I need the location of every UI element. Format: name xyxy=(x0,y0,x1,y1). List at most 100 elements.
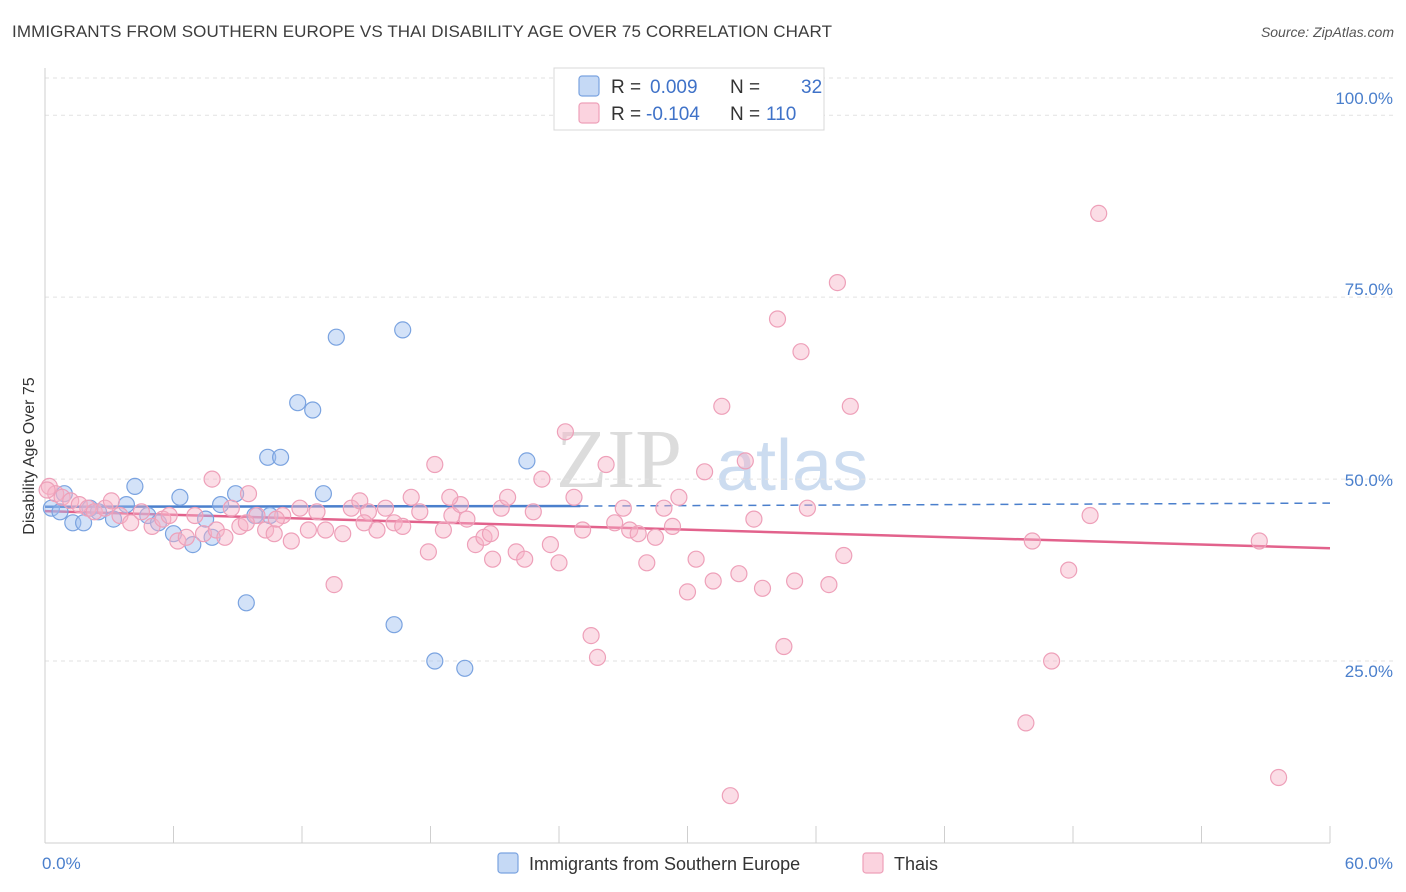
point-immigrants xyxy=(314,485,332,503)
point-thais xyxy=(216,528,234,546)
point-thais xyxy=(291,499,309,517)
point-immigrants xyxy=(304,401,322,419)
point-thais xyxy=(597,455,615,474)
point-thais xyxy=(102,492,121,510)
point-thais xyxy=(62,492,80,510)
point-thais xyxy=(588,648,607,667)
y-tick-label-100: 100.0% xyxy=(1335,89,1393,108)
point-thais xyxy=(687,550,705,568)
point-thais xyxy=(177,528,195,546)
point-immigrants xyxy=(385,616,403,634)
point-thais xyxy=(325,575,343,594)
legend-r-label-1: R = xyxy=(611,77,641,98)
y-tick-label-50: 50.0% xyxy=(1345,471,1393,490)
point-thais xyxy=(481,525,500,543)
point-immigrants xyxy=(327,328,345,346)
point-thais xyxy=(122,514,140,532)
point-thais xyxy=(458,510,476,528)
point-thais xyxy=(745,510,763,528)
point-thais xyxy=(582,626,600,645)
legend-bottom-label-thais: Thais xyxy=(894,854,938,874)
legend-bottom: Immigrants from Southern Europe Thais xyxy=(497,852,938,874)
legend-bottom-label-immigrants: Immigrants from Southern Europe xyxy=(529,854,800,874)
point-thais xyxy=(441,488,459,506)
point-thais xyxy=(419,543,437,561)
legend-n-label-1: N = xyxy=(730,77,760,98)
point-thais xyxy=(317,521,335,539)
point-thais xyxy=(533,470,551,488)
point-immigrants xyxy=(259,448,277,466)
point-thais xyxy=(730,565,748,583)
point-thais xyxy=(70,496,88,514)
point-thais xyxy=(492,499,510,517)
trend-line-thais xyxy=(44,509,1331,550)
point-thais xyxy=(646,528,665,546)
source-credit: Source: ZipAtlas.com xyxy=(1260,24,1394,40)
point-thais xyxy=(704,572,722,590)
watermark-atlas: atlas xyxy=(716,426,868,506)
point-immigrants xyxy=(289,394,307,412)
x-tick-label-max: 60.0% xyxy=(1345,854,1393,873)
point-thais xyxy=(565,488,583,506)
point-thais xyxy=(499,488,517,506)
point-thais xyxy=(426,455,444,474)
point-thais xyxy=(376,499,395,517)
point-immigrants xyxy=(237,594,255,612)
point-thais xyxy=(678,583,697,601)
point-thais xyxy=(775,637,793,656)
point-thais xyxy=(516,550,534,568)
point-thais xyxy=(629,525,647,543)
legend-bottom-swatch-immigrants xyxy=(497,852,519,874)
point-thais xyxy=(1081,506,1099,525)
point-immigrants xyxy=(212,496,230,514)
point-thais xyxy=(753,579,772,597)
point-thais xyxy=(1269,768,1288,787)
point-thais xyxy=(541,535,560,554)
point-thais xyxy=(550,554,568,572)
point-thais xyxy=(1090,204,1108,222)
point-thais xyxy=(194,525,213,543)
point-thais xyxy=(222,499,240,517)
point-thais xyxy=(239,485,258,503)
point-thais xyxy=(132,503,150,521)
point-thais xyxy=(835,546,853,565)
legend-n-value-1: 32 xyxy=(801,77,822,98)
point-thais xyxy=(841,397,859,415)
legend-n-label-2: N = xyxy=(730,104,760,125)
grid-lines xyxy=(45,77,1393,662)
point-thais xyxy=(355,514,373,532)
point-thais xyxy=(237,514,255,532)
point-thais xyxy=(606,514,624,532)
point-thais xyxy=(792,343,810,361)
point-thais xyxy=(38,481,56,499)
point-thais xyxy=(1250,532,1268,550)
point-thais xyxy=(484,550,502,568)
point-thais xyxy=(695,463,714,481)
legend-r-label-2: R = xyxy=(611,104,641,125)
point-thais xyxy=(359,503,377,521)
point-thais xyxy=(614,499,632,517)
point-thais xyxy=(334,525,352,543)
point-thais xyxy=(524,503,542,521)
legend-top: R = 0.009 N = 32 R = -0.104 N = 110 xyxy=(553,67,825,131)
legend-swatch-immigrants xyxy=(578,75,600,97)
y-tick-label-75: 75.0% xyxy=(1345,280,1393,299)
point-thais xyxy=(257,521,275,539)
point-thais xyxy=(203,470,221,488)
point-thais xyxy=(713,397,731,415)
point-thais xyxy=(798,499,817,517)
point-immigrants xyxy=(197,510,215,528)
point-thais xyxy=(267,510,285,528)
legend-r-value-1: 0.009 xyxy=(650,77,698,98)
point-thais xyxy=(394,517,412,536)
y-tick-label-25: 25.0% xyxy=(1345,662,1393,681)
point-thais xyxy=(1017,714,1035,732)
point-thais xyxy=(385,514,403,532)
axes xyxy=(44,68,1331,844)
point-thais xyxy=(663,517,682,536)
point-immigrants xyxy=(126,477,144,495)
point-immigrants xyxy=(394,321,412,339)
point-thais xyxy=(207,521,225,539)
point-thais xyxy=(282,532,300,550)
